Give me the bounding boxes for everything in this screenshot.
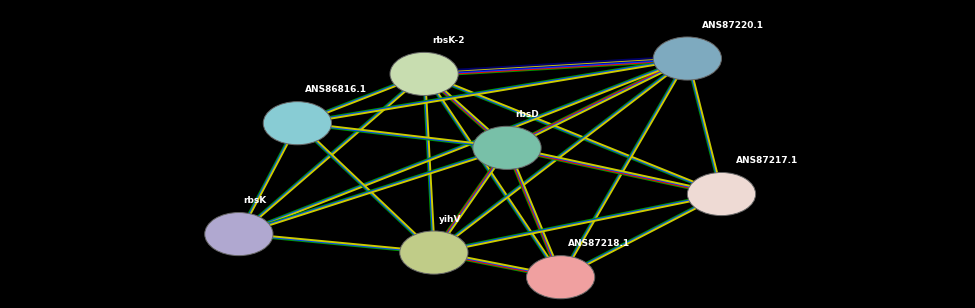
Text: ANS87217.1: ANS87217.1 [736,156,799,165]
Text: ANS86816.1: ANS86816.1 [305,85,368,94]
Ellipse shape [205,213,273,256]
Ellipse shape [526,256,595,299]
Text: rbsD: rbsD [515,110,538,119]
Ellipse shape [473,126,541,169]
Ellipse shape [263,102,332,145]
Ellipse shape [653,37,722,80]
Ellipse shape [687,172,756,216]
Text: rbsK-2: rbsK-2 [432,36,464,45]
Text: yihV: yihV [439,215,461,224]
Text: rbsK: rbsK [244,196,267,205]
Ellipse shape [390,52,458,95]
Text: ANS87218.1: ANS87218.1 [568,239,631,248]
Ellipse shape [400,231,468,274]
Text: ANS87220.1: ANS87220.1 [702,21,764,30]
